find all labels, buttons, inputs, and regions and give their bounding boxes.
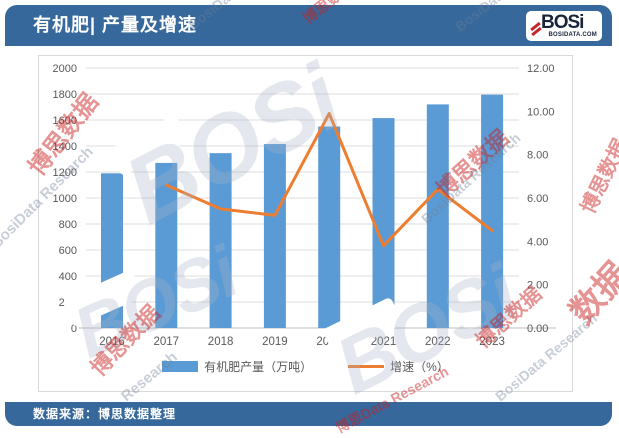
y-axis-label-left: 1400 xyxy=(53,141,77,153)
y-axis-label-right: 6.00 xyxy=(527,193,548,205)
production-bar xyxy=(426,104,449,329)
y-axis-label-left: 1800 xyxy=(53,89,77,101)
logo-red-stripes-icon xyxy=(530,21,544,37)
y-axis-label-left: 200 xyxy=(59,297,77,309)
x-axis-label: 2018 xyxy=(208,336,234,348)
chart-title: 有机肥| 产量及增速 xyxy=(33,15,198,35)
header-bar: 有机肥| 产量及增速 BOSi BOSIDATA.COM xyxy=(5,5,612,46)
y-axis-label-right: 4.00 xyxy=(527,236,548,248)
y-axis-label-right: 0.00 xyxy=(527,323,548,335)
legend-line-swatch-icon xyxy=(348,364,385,368)
production-bar xyxy=(155,162,178,328)
legend-bar-swatch-icon xyxy=(162,360,199,372)
legend-item-production: 有机肥产量（万吨） xyxy=(162,358,312,375)
y-axis-label-right: 2.00 xyxy=(527,280,548,292)
y-axis-label-left: 0 xyxy=(71,323,77,335)
x-axis-label: 2022 xyxy=(425,336,451,348)
chart-canvas: 0 200 400 600 800 1000 1200 1400 1600 1800 2000 0.0… xyxy=(53,63,556,348)
x-axis-label: 2021 xyxy=(371,336,397,348)
data-source-text: 数据来源：博思数据整理 xyxy=(33,407,177,421)
watermark-text: 博思数据 xyxy=(577,135,619,218)
production-bar xyxy=(263,144,286,328)
production-bar xyxy=(481,94,504,329)
y-axis-label-left: 2000 xyxy=(53,63,77,75)
x-axis-label: 2017 xyxy=(154,336,180,348)
chart-panel: 0 200 400 600 800 1000 1200 1400 1600 1800 2000 0.0… xyxy=(38,55,573,392)
bosi-logo: BOSi BOSIDATA.COM xyxy=(526,11,602,41)
growth-line xyxy=(164,112,494,248)
y-axis-label-right: 12.00 xyxy=(527,63,555,75)
y-axis-label-left: 1200 xyxy=(53,167,77,179)
x-axis-label: 2023 xyxy=(479,336,505,348)
legend-growth-label: 增速（%） xyxy=(390,359,449,374)
y-axis-label-right: 8.00 xyxy=(527,150,548,162)
x-axis-label: 2019 xyxy=(262,336,288,348)
production-bar xyxy=(101,173,123,328)
y-axis-label-left: 400 xyxy=(59,271,77,283)
logo-text: BOSi xyxy=(541,12,584,33)
y-axis-label-left: 1600 xyxy=(53,115,77,127)
legend-item-growth: 增速（%） xyxy=(348,358,449,375)
chart-legend: 有机肥产量（万吨） 增速（%） xyxy=(39,357,572,375)
y-axis-label-left: 800 xyxy=(59,219,77,231)
x-axis-label: 2016 xyxy=(99,336,125,348)
y-axis-label-left: 1000 xyxy=(53,193,77,205)
y-axis-label-left: 600 xyxy=(59,245,77,257)
logo-subtext: BOSIDATA.COM xyxy=(548,32,597,38)
production-bar xyxy=(318,126,341,328)
legend-production-label: 有机肥产量（万吨） xyxy=(204,359,313,374)
footer-bar: 数据来源：博思数据整理 xyxy=(5,402,612,426)
production-bar xyxy=(209,153,232,328)
production-bar xyxy=(372,118,395,328)
y-axis-label-right: 10.00 xyxy=(527,106,555,118)
x-axis-label: 2020 xyxy=(316,336,342,348)
